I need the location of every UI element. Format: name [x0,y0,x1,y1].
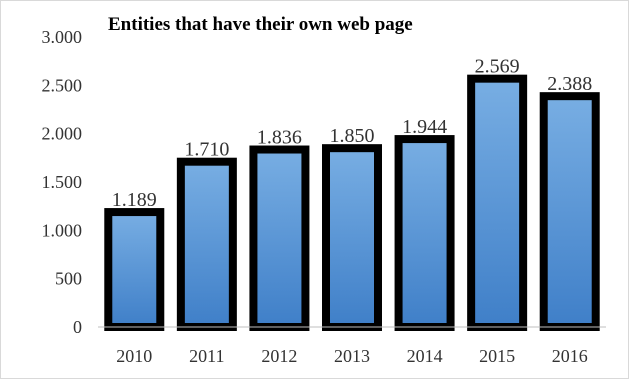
x-tick-label: 2011 [189,346,224,366]
bar-2010 [104,208,165,332]
x-tick-label: 2012 [261,346,297,366]
bar-2016 [539,92,600,331]
bar-value-label: 1.710 [184,139,229,161]
bar-value-label: 1.189 [112,189,157,211]
bar-2012 [249,145,310,331]
y-tick-label: 0 [73,317,82,337]
bar-2011 [176,157,237,331]
y-tick-label: 2.500 [42,75,83,95]
y-tick-label: 1.500 [42,172,83,192]
bar-value-label: 1.850 [330,125,375,147]
x-tick-label: 2010 [116,346,152,366]
x-tick-label: 2015 [479,346,515,366]
x-axis-tick-labels: 2010 2011 2012 2013 2014 2015 2016 [116,346,587,366]
x-tick-label: 2013 [334,346,370,366]
bar-2013 [322,144,382,331]
bar-value-label: 1.836 [257,127,302,149]
y-tick-label: 1.000 [42,220,83,240]
chart-title: Entities that have their own web page [108,14,413,35]
bar-2014 [394,135,455,331]
bar-2015 [467,74,528,331]
bar-value-label: 1.944 [402,116,447,138]
bar-value-label: 2.569 [475,56,520,78]
y-tick-label: 3.000 [42,27,83,47]
bar-value-label: 2.388 [547,73,592,95]
x-tick-label: 2016 [552,346,588,366]
x-tick-label: 2014 [407,346,443,366]
bars-group: 1.189 1.710 1.836 1.850 1.944 2.569 2.388 [104,56,600,332]
y-tick-label: 500 [55,269,82,289]
y-axis-tick-labels: 0 500 1.000 1.500 2.000 2.500 3.000 [42,27,83,337]
y-tick-label: 2.000 [42,124,83,144]
